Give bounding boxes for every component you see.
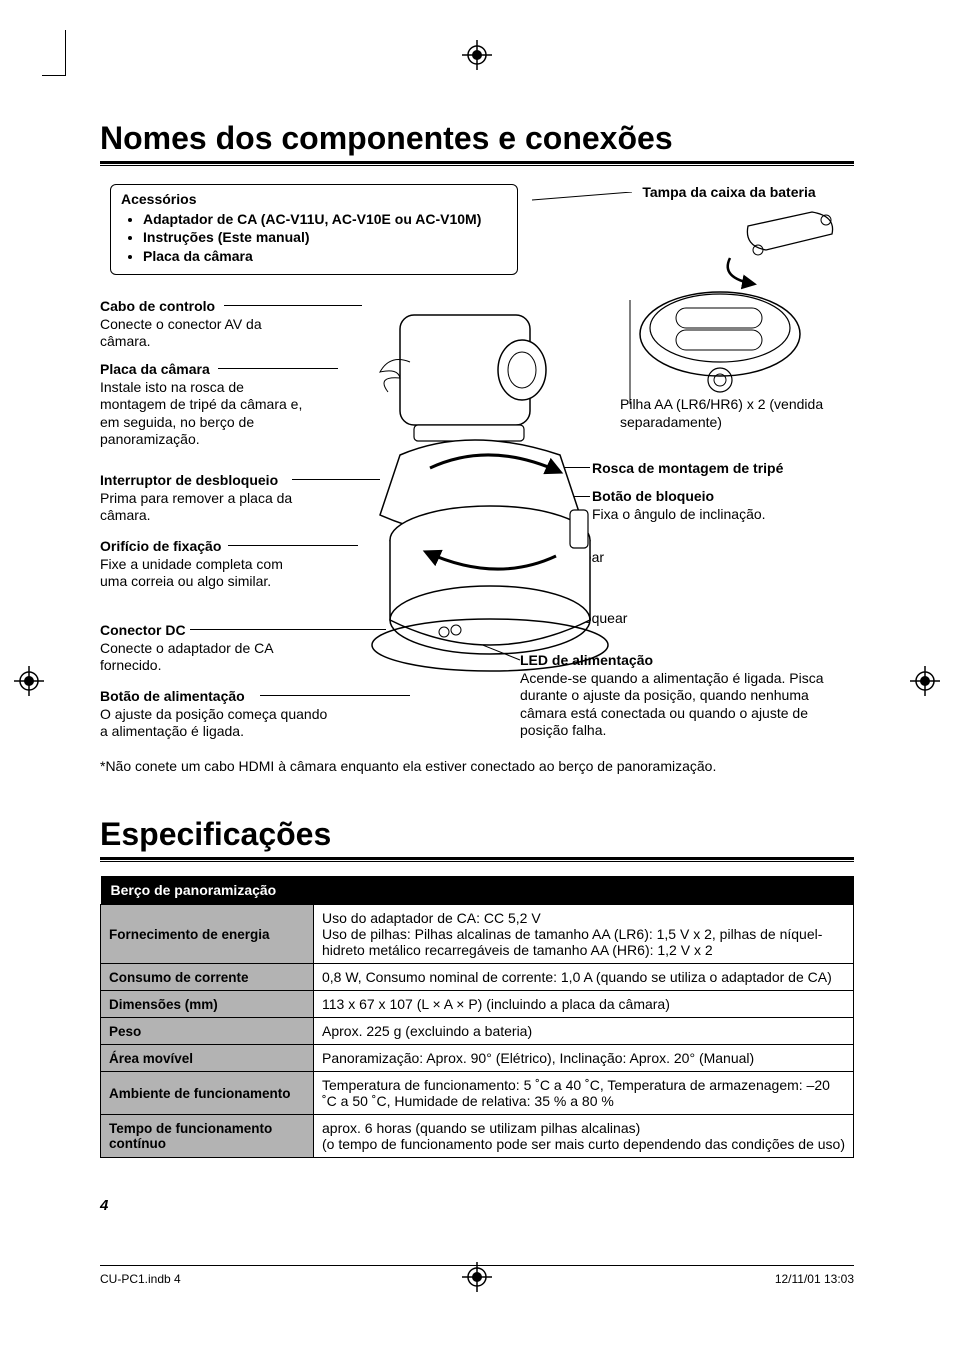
leader-line-icon	[190, 629, 386, 630]
spec-row-head: Fornecimento de energia	[101, 905, 314, 964]
page-number: 4	[100, 1197, 108, 1214]
table-row: Fornecimento de energia Uso do adaptador…	[101, 905, 854, 964]
spec-row-head: Ambiente de funcionamento	[101, 1072, 314, 1115]
diagram-area: Acessórios Adaptador de CA (AC-V11U, AC-…	[100, 180, 854, 790]
label-desc: Conecte o adaptador de CA fornecido.	[100, 640, 273, 674]
label-placa-da-camara: Placa da câmara Instale isto na rosca de…	[100, 361, 310, 449]
spec-table: Berço de panoramização Fornecimento de e…	[100, 876, 854, 1158]
spec-row-body: aprox. 6 horas (quando se utilizam pilha…	[314, 1115, 854, 1158]
spec-row-head: Consumo de corrente	[101, 964, 314, 991]
label-desc: Instale isto na rosca de montagem de tri…	[100, 379, 302, 448]
table-row: Peso Aprox. 225 g (excluindo a bateria)	[101, 1018, 854, 1045]
leader-line-icon	[224, 305, 362, 306]
label-title: Interruptor de desbloqueio	[100, 472, 278, 488]
label-tampa: Tampa da caixa da bateria	[604, 184, 854, 202]
registration-mark-icon	[910, 666, 940, 696]
label-title: Botão de alimentação	[100, 688, 245, 704]
registration-mark-icon	[14, 666, 44, 696]
section-divider	[100, 161, 854, 166]
label-title: Conector DC	[100, 622, 186, 638]
label-desc: Conecte o conector AV da câmara.	[100, 316, 262, 350]
battery-compartment-diagram-icon	[580, 204, 852, 404]
spec-row-body: Uso do adaptador de CA: CC 5,2 V Uso de …	[314, 905, 854, 964]
label-title: Orifício de fixação	[100, 538, 221, 554]
label-title: Cabo de controlo	[100, 298, 215, 314]
spec-row-head: Tempo de funcionamento contínuo	[101, 1115, 314, 1158]
section-divider	[100, 857, 854, 862]
spec-row-head: Área movível	[101, 1045, 314, 1072]
label-desc: O ajuste da posição começa quando a alim…	[100, 706, 327, 740]
registration-mark-icon	[462, 40, 492, 70]
spec-row-body: 113 x 67 x 107 (L × A × P) (incluindo a …	[314, 991, 854, 1018]
label-desc: Prima para remover a placa da câmara.	[100, 490, 292, 524]
footnote: *Não conete um cabo HDMI à câmara enquan…	[100, 758, 850, 776]
spec-row-body: 0,8 W, Consumo nominal de corrente: 1,0 …	[314, 964, 854, 991]
crop-mark-top-left	[42, 30, 66, 76]
table-row: Dimensões (mm) 113 x 67 x 107 (L × A × P…	[101, 991, 854, 1018]
spec-table-header-blank	[314, 876, 854, 905]
leader-line-icon	[218, 368, 338, 369]
section-title-spec: Especificações	[100, 816, 854, 853]
table-row: Tempo de funcionamento contínuo aprox. 6…	[101, 1115, 854, 1158]
label-title: Tampa da caixa da bateria	[642, 184, 815, 200]
spec-row-body: Temperatura de funcionamento: 5 ˚C a 40 …	[314, 1072, 854, 1115]
page-footer: CU-PC1.indb 4 12/11/01 13:03	[100, 1265, 854, 1286]
table-row: Consumo de corrente 0,8 W, Consumo nomin…	[101, 964, 854, 991]
label-desc: Fixe a unidade completa com uma correia …	[100, 556, 283, 590]
spec-table-header: Berço de panoramização	[101, 876, 314, 905]
spec-row-head: Peso	[101, 1018, 314, 1045]
spec-row-body: Aprox. 225 g (excluindo a bateria)	[314, 1018, 854, 1045]
spec-row-head: Dimensões (mm)	[101, 991, 314, 1018]
section-title-components: Nomes dos componentes e conexões	[100, 120, 854, 157]
leader-line-icon	[228, 545, 358, 546]
table-row: Ambiente de funcionamento Temperatura de…	[101, 1072, 854, 1115]
table-row: Área movível Panoramização: Aprox. 90° (…	[101, 1045, 854, 1072]
label-interruptor-desbloqueio: Interruptor de desbloqueio Prima para re…	[100, 472, 310, 525]
label-title: Placa da câmara	[100, 361, 210, 377]
spec-row-body: Panoramização: Aprox. 90° (Elétrico), In…	[314, 1045, 854, 1072]
footer-timestamp: 12/11/01 13:03	[775, 1272, 854, 1286]
footer-file: CU-PC1.indb 4	[100, 1272, 181, 1286]
